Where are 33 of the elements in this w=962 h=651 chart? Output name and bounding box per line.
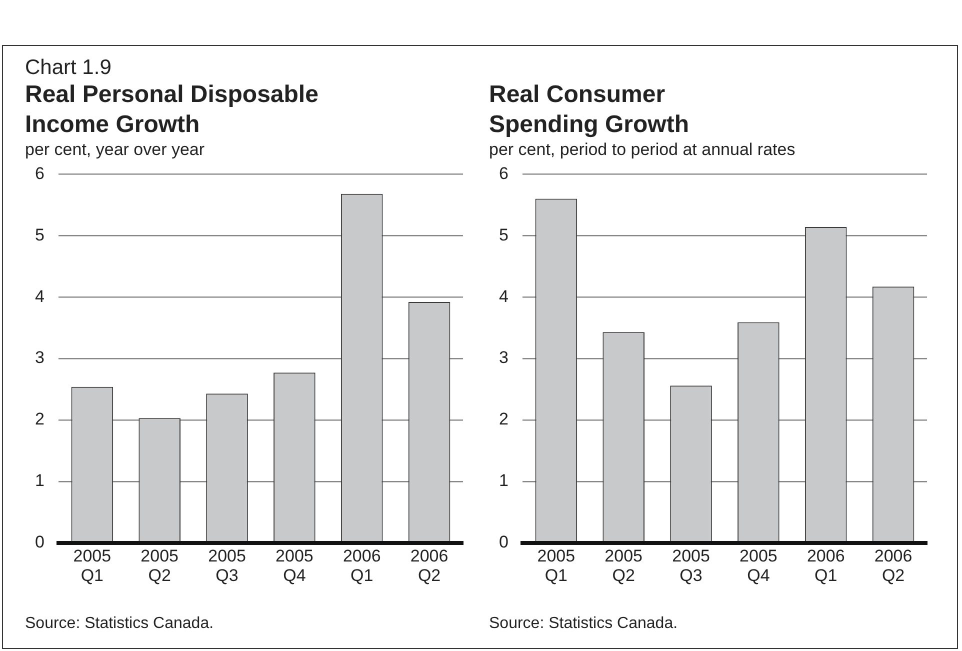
- x-tick-label: 2005 Q4: [740, 546, 778, 585]
- x-tick-label: 2006 Q1: [806, 546, 845, 585]
- chart-title: Real Personal Disposable Income Growth: [25, 80, 320, 140]
- chart-title: Real Consumer Spending Growth: [489, 80, 690, 140]
- y-tick-label: 2: [498, 410, 508, 429]
- x-tick-label: 2005 Q3: [208, 546, 246, 585]
- y-tick-label: 5: [498, 225, 508, 244]
- x-tick-label: 2005 Q3: [672, 546, 710, 585]
- y-tick-label: 4: [498, 286, 508, 306]
- y-tick-label: 3: [498, 348, 508, 368]
- y-tick-label: 6: [498, 164, 508, 183]
- source-note: Source: Statistics Canada.: [25, 615, 214, 633]
- x-tick-label: 2005 Q2: [604, 546, 643, 585]
- y-tick-label: 5: [34, 225, 44, 244]
- x-tick-label: 2005 Q4: [276, 546, 314, 585]
- y-tick-label: 1: [498, 471, 508, 490]
- x-tick-label: 2005 Q1: [537, 546, 576, 585]
- y-tick-label: 3: [34, 348, 44, 368]
- y-tick-label: 4: [34, 286, 44, 306]
- y-tick-label: 0: [34, 532, 44, 552]
- chart-subtitle: per cent, year over year: [25, 140, 205, 160]
- x-tick-label: 2005 Q1: [73, 546, 112, 585]
- x-tick-label: 2006 Q2: [874, 546, 912, 585]
- caption: Chart 1.9: [25, 56, 112, 80]
- y-tick-label: 1: [34, 471, 44, 490]
- y-tick-label: 0: [498, 532, 508, 552]
- x-tick-label: 2006 Q2: [410, 546, 448, 585]
- x-tick-label: 2006 Q1: [342, 546, 381, 585]
- source-note: Source: Statistics Canada.: [489, 615, 678, 633]
- y-tick-label: 6: [34, 164, 44, 183]
- chart-subtitle: per cent, period to period at annual rates: [489, 140, 796, 160]
- y-tick-label: 2: [34, 410, 44, 429]
- x-tick-label: 2005 Q2: [140, 546, 179, 585]
